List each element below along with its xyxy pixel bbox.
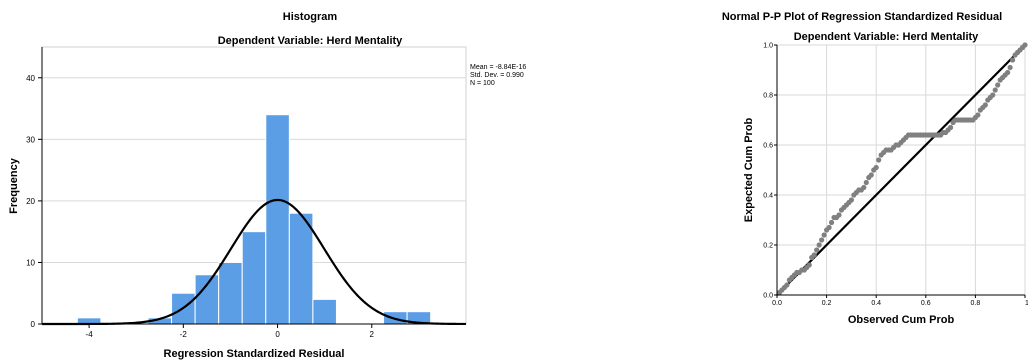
histogram-y-tick-label: 30	[26, 135, 35, 144]
pp-plot-x-tick-label: 0.6	[921, 300, 931, 307]
histogram-subtitle: Dependent Variable: Herd Mentality	[218, 35, 403, 47]
histogram-y-tick-label: 20	[26, 197, 35, 206]
pp-plot-point	[1022, 42, 1028, 48]
pp-plot-point	[848, 197, 855, 203]
pp-plot-point	[828, 219, 835, 226]
histogram-bar	[265, 114, 290, 325]
pp-plot-point	[806, 262, 812, 268]
pp-plot-x-tick-label: 1.0	[1025, 300, 1028, 307]
histogram-bar	[288, 212, 314, 325]
histogram-title: Histogram	[283, 11, 338, 23]
reference-line	[776, 44, 1026, 296]
histogram-y-tick-label: 10	[26, 258, 35, 267]
histogram-bar	[218, 261, 243, 325]
histogram-chart: Histogram Dependent Variable: Herd Menta…	[8, 11, 526, 360]
pp-plot-y-tick-label: 0.0	[763, 293, 773, 300]
pp-plot-point	[821, 232, 827, 238]
pp-plot-x-tick-label: 0.4	[871, 300, 881, 307]
stats-n: N = 100	[470, 80, 495, 87]
pp-plot-point	[975, 112, 981, 118]
histogram-x-tick-label: 0	[275, 330, 280, 339]
pp-plot-point	[863, 179, 869, 186]
pp-plot-y-axis-label: Expected Cum Prob	[743, 117, 755, 222]
pp-plot-point	[995, 82, 1001, 88]
pp-plot-y-tick-label: 0.2	[763, 243, 773, 250]
pp-plot-title: Normal P-P Plot of Regression Standardiz…	[722, 11, 1002, 23]
stats-std-dev: Std. Dev. = 0.990	[470, 72, 524, 79]
pp-plot-point	[816, 242, 822, 248]
pp-plot-points	[776, 42, 1028, 296]
histogram-bar	[312, 298, 337, 325]
pp-plot-y-tick-label: 0.4	[763, 193, 773, 200]
stats-mean: Mean = -8.84E-16	[470, 64, 526, 71]
pp-plot-point	[876, 157, 882, 163]
histogram-bars	[76, 114, 432, 325]
pp-plot-point	[836, 212, 842, 218]
pp-plot-point	[873, 164, 879, 171]
histogram-bar	[194, 274, 220, 325]
pp-plot-point	[826, 224, 832, 231]
pp-plot-point	[948, 124, 954, 131]
pp-plot-point	[861, 184, 867, 191]
histogram-y-axis-label: Frequency	[8, 157, 20, 214]
pp-plot-x-axis-label: Observed Cum Prob	[848, 314, 955, 326]
pp-plot-point	[784, 282, 790, 288]
pp-plot-point	[1007, 64, 1013, 71]
pp-plot-point	[982, 102, 988, 108]
pp-plot-subtitle: Dependent Variable: Herd Mentality	[794, 31, 979, 43]
pp-plot-x-tick-label: 0.2	[822, 300, 832, 307]
histogram-x-tick-label: -4	[86, 330, 94, 339]
pp-plot-point	[1010, 57, 1016, 63]
pp-plot-point	[992, 87, 998, 93]
pp-plot-chart: Normal P-P Plot of Regression Standardiz…	[722, 11, 1028, 326]
pp-plot-point	[990, 92, 996, 98]
histogram-y-tick-label: 40	[26, 74, 35, 83]
histogram-x-axis-label: Regression Standardized Residual	[164, 348, 345, 360]
pp-plot-x-tick-label: 0.8	[971, 300, 981, 307]
pp-plot-point	[811, 252, 817, 258]
pp-plot-point	[819, 237, 825, 243]
pp-plot-y-tick-label: 1.0	[763, 43, 773, 50]
pp-plot-y-tick-label: 0.6	[763, 143, 773, 150]
pp-plot-point	[814, 247, 820, 253]
pp-plot-axes: 0.0 0.2 0.4 0.6 0.8 1.0 0.0 0.2 0.4 0.6 0.8 1.0	[763, 43, 1028, 308]
histogram-y-tick-label: 0	[31, 320, 36, 329]
pp-plot-point	[868, 172, 874, 178]
pp-plot-point	[1005, 69, 1011, 76]
histogram-x-tick-label: -2	[180, 330, 188, 339]
pp-plot-x-tick-label: 0.0	[772, 300, 782, 307]
histogram-bar	[241, 231, 267, 325]
pp-plot-y-tick-label: 0.8	[763, 93, 773, 100]
histogram-x-tick-label: 2	[370, 330, 375, 339]
